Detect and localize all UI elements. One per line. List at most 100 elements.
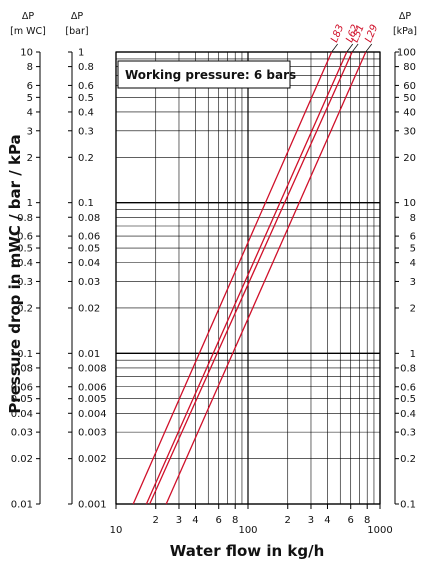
x-tick-label: 4: [192, 515, 198, 526]
mwc-tick-label: 0.06: [11, 382, 33, 393]
kpa-tick-label: 1: [410, 349, 416, 360]
kpa-tick-label: 80: [403, 62, 416, 73]
mwc-tick-label: 0.01: [11, 500, 33, 511]
x-tick-label: 10: [110, 525, 123, 536]
working-pressure-note: Working pressure: 6 bars: [125, 68, 296, 82]
bar-tick-label: 0.04: [78, 258, 100, 269]
bar-tick-label: 0.001: [78, 500, 107, 511]
bar-header-symbol: ΔP: [71, 11, 83, 22]
bar-tick-label: 0.3: [78, 126, 94, 137]
x-tick-label: 6: [348, 515, 354, 526]
kpa-tick-label: 6: [410, 232, 416, 243]
kpa-tick-label: 10: [403, 198, 416, 209]
mwc-tick-label: 8: [27, 62, 33, 73]
kpa-tick-label: 0.3: [400, 428, 416, 439]
curve-label-leader: [351, 43, 359, 53]
curve-l29: [165, 51, 367, 505]
bar-tick-label: 0.4: [78, 107, 94, 118]
mwc-tick-label: 10: [20, 48, 33, 59]
curve-label-leader: [365, 43, 373, 53]
annotation-box: Working pressure: 6 bars: [117, 60, 296, 89]
bar-tick-label: 0.05: [78, 244, 100, 255]
mwc-header-unit: [m WC]: [10, 26, 46, 37]
kpa-tick-label: 50: [403, 93, 416, 104]
bar-tick-label: 0.2: [78, 153, 94, 164]
curve-label-leader: [346, 43, 354, 53]
curve-l83: [132, 51, 333, 505]
mwc-tick-label: 0.03: [11, 428, 33, 439]
kpa-header-unit: [kPa]: [393, 26, 417, 37]
bar-tick-label: 0.8: [78, 62, 94, 73]
kpa-tick-label: 4: [410, 258, 416, 269]
bar-tick-label: 0.6: [78, 81, 94, 92]
bar-tick-label: 0.002: [78, 454, 107, 465]
mwc-tick-label: 0.5: [17, 244, 33, 255]
kpa-tick-label: 0.8: [400, 363, 416, 374]
x-tick-label: 8: [232, 515, 238, 526]
x-tick-label: 8: [364, 515, 370, 526]
x-tick-label: 3: [308, 515, 314, 526]
curves: [132, 51, 367, 505]
bar-tick-label: 0.008: [78, 363, 107, 374]
bar-tick-label: 0.02: [78, 303, 100, 314]
kpa-tick-label: 0.1: [400, 500, 416, 511]
kpa-tick-label: 100: [397, 48, 416, 59]
x-tick-label: 4: [324, 515, 330, 526]
bar-tick-label: 0.01: [78, 349, 100, 360]
bar-tick-label: 0.08: [78, 213, 100, 224]
curve-l51: [149, 51, 353, 505]
grid: [115, 51, 381, 505]
curve-label-leader: [331, 43, 338, 53]
bar-tick-label: 0.03: [78, 277, 100, 288]
y-axis-label: Pressure drop in mWC / bar / kPa: [6, 134, 24, 413]
mwc-tick-label: 0.04: [11, 409, 33, 420]
bar-tick-label: 1: [78, 48, 84, 59]
curve-label-l83: L83: [329, 23, 346, 44]
mwc-tick-label: 6: [27, 81, 33, 92]
mwc-tick-label: 4: [27, 107, 33, 118]
mwc-tick-label: 0.3: [17, 277, 33, 288]
curve-l62: [145, 51, 348, 505]
bar-tick-label: 0.1: [78, 198, 94, 209]
kpa-tick-label: 0.6: [400, 382, 416, 393]
mwc-tick-label: 0.05: [11, 394, 33, 405]
mwc-tick-label: 5: [27, 93, 33, 104]
kpa-tick-label: 3: [410, 277, 416, 288]
x-tick-label: 3: [176, 515, 182, 526]
bar-header-unit: [bar]: [65, 26, 88, 37]
kpa-tick-label: 0.2: [400, 454, 416, 465]
mwc-tick-label: 0.2: [17, 303, 33, 314]
curve-label-l29: L29: [363, 23, 380, 44]
kpa-tick-label: 30: [403, 126, 416, 137]
kpa-tick-label: 8: [410, 213, 416, 224]
kpa-tick-label: 60: [403, 81, 416, 92]
bar-tick-label: 0.5: [78, 93, 94, 104]
x-axis-label: Water flow in kg/h: [170, 542, 325, 560]
mwc-tick-label: 0.08: [11, 363, 33, 374]
kpa-header-symbol: ΔP: [399, 11, 411, 22]
bar-tick-label: 0.003: [78, 428, 107, 439]
x-tick-label: 100: [238, 525, 257, 536]
kpa-tick-label: 40: [403, 107, 416, 118]
bar-tick-label: 0.004: [78, 409, 107, 420]
mwc-header-symbol: ΔP: [22, 11, 34, 22]
mwc-tick-label: 0.6: [17, 232, 33, 243]
mwc-tick-label: 3: [27, 126, 33, 137]
kpa-tick-label: 5: [410, 244, 416, 255]
kpa-tick-label: 2: [410, 303, 416, 314]
kpa-tick-label: 20: [403, 153, 416, 164]
bar-tick-label: 0.005: [78, 394, 107, 405]
bar-tick-label: 0.06: [78, 232, 100, 243]
mwc-tick-label: 0.4: [17, 258, 33, 269]
mwc-tick-label: 0.8: [17, 213, 33, 224]
x-tick-label: 1000: [367, 525, 392, 536]
bar-tick-label: 0.006: [78, 382, 107, 393]
mwc-tick-label: 1: [27, 198, 33, 209]
mwc-tick-label: 0.1: [17, 349, 33, 360]
kpa-tick-label: 0.5: [400, 394, 416, 405]
mwc-tick-label: 0.02: [11, 454, 33, 465]
